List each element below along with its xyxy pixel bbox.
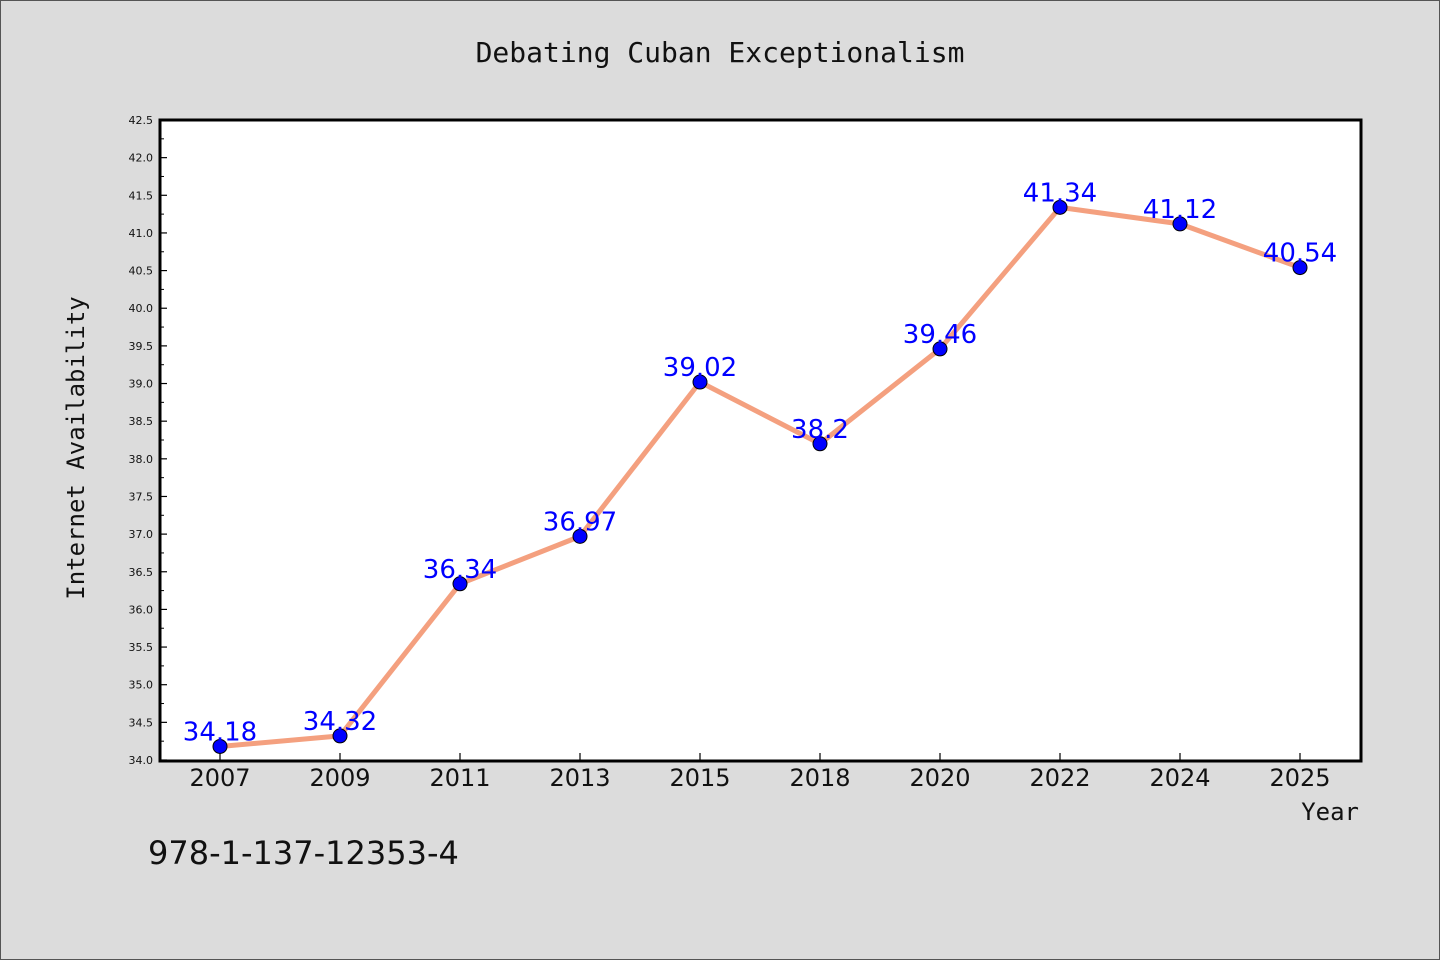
x-tick-label: 2009 [309,764,370,792]
data-label: 38.2 [791,415,849,445]
y-tick-label: 36.0 [129,603,154,616]
data-point [692,374,708,390]
y-tick-label: 40.5 [129,265,154,278]
x-tick-label: 2015 [669,764,730,792]
y-tick-label: 41.5 [129,189,154,202]
y-tick-label: 35.5 [129,641,154,654]
y-tick-label: 38.0 [129,453,154,466]
y-tick-label: 34.0 [129,754,154,767]
x-tick-label: 2022 [1029,764,1090,792]
isbn-footer: 978-1-137-12353-4 [148,834,459,872]
y-tick-label: 39.0 [129,378,154,391]
data-label: 34.18 [183,717,257,747]
x-tick-label: 2020 [909,764,970,792]
y-tick-label: 37.5 [129,490,154,503]
y-tick-label: 42.0 [129,152,154,165]
data-label: 34.32 [303,707,377,737]
x-axis-label: Year [1301,798,1359,826]
data-label: 39.02 [663,353,737,383]
x-tick-label: 2024 [1149,764,1210,792]
y-axis: 34.0 34.5 35.0 35.5 36.0 36.5 37.0 37.5 38.0 38.5… [129,114,167,767]
data-point [332,728,348,744]
y-tick-label: 34.5 [129,716,154,729]
x-tick-label: 2007 [189,764,250,792]
data-point [572,528,588,544]
x-tick-label: 2018 [789,764,850,792]
data-labels: 34.18 34.32 36.34 36.97 39.02 38.2 39.46 41.34 4… [183,178,1337,747]
data-label: 36.34 [423,555,497,585]
data-label: 40.54 [1263,239,1337,269]
y-tick-label: 39.5 [129,340,154,353]
data-point [1292,260,1308,276]
y-tick-label: 41.0 [129,227,154,240]
x-tick-label: 2011 [429,764,490,792]
data-label: 41.34 [1023,178,1097,208]
data-markers [212,199,1308,754]
data-label: 36.97 [543,507,617,537]
x-tick-label: 2025 [1269,764,1330,792]
data-point [812,436,828,452]
data-point [1052,199,1068,215]
x-axis: 2007 2009 2011 2013 2015 2018 2020 2022 2024 2025 [189,753,1331,792]
y-tick-label: 37.0 [129,528,154,541]
y-tick-label: 42.5 [129,114,154,127]
y-tick-label: 36.5 [129,566,154,579]
x-tick-label: 2013 [549,764,610,792]
chart-title: Debating Cuban Exceptionalism [476,36,965,69]
plot-area [158,118,1363,763]
data-point [452,576,468,592]
y-tick-label: 35.0 [129,679,154,692]
data-point [1172,216,1188,232]
y-axis-label: Internet Availability [62,296,90,599]
y-tick-label: 40.0 [129,302,154,315]
series-line [217,204,1303,749]
data-label: 39.46 [903,320,977,350]
data-point [212,738,228,754]
data-label: 41.12 [1143,195,1217,225]
data-point [932,341,948,357]
y-tick-label: 38.5 [129,415,154,428]
